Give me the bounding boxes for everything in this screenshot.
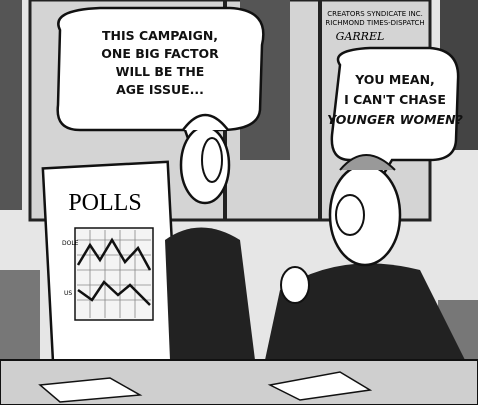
poster-label: DOLE — [62, 240, 79, 247]
bubble-text: THIS CAMPAIGN, — [102, 28, 218, 43]
poster-title: POLLS — [68, 190, 141, 216]
bubble-text: WILL BE THE — [116, 64, 205, 79]
bubble-text: YOU MEAN, — [354, 72, 435, 87]
bubble-text: AGE ISSUE... — [116, 82, 204, 97]
credit-text: RICHMOND TIMES-DISPATCH — [325, 19, 424, 27]
bubble-text: I CAN'T CHASE — [344, 92, 446, 107]
desk — [0, 360, 478, 405]
bubble-text: YOUNGER WOMEN? — [327, 112, 463, 127]
bubble-text: ONE BIG FACTOR — [101, 46, 219, 61]
signature: GARREL — [336, 30, 385, 43]
poster-label: US — [64, 290, 72, 297]
speech-bubble-left: THIS CAMPAIGN, ONE BIG FACTOR WILL BE TH… — [58, 8, 264, 150]
poll-poster: POLLS DOLE US — [43, 162, 178, 368]
cartoon: THIS CAMPAIGN, ONE BIG FACTOR WILL BE TH… — [0, 0, 478, 405]
credit-text: CREATORS SYNDICATE INC. — [327, 10, 423, 18]
